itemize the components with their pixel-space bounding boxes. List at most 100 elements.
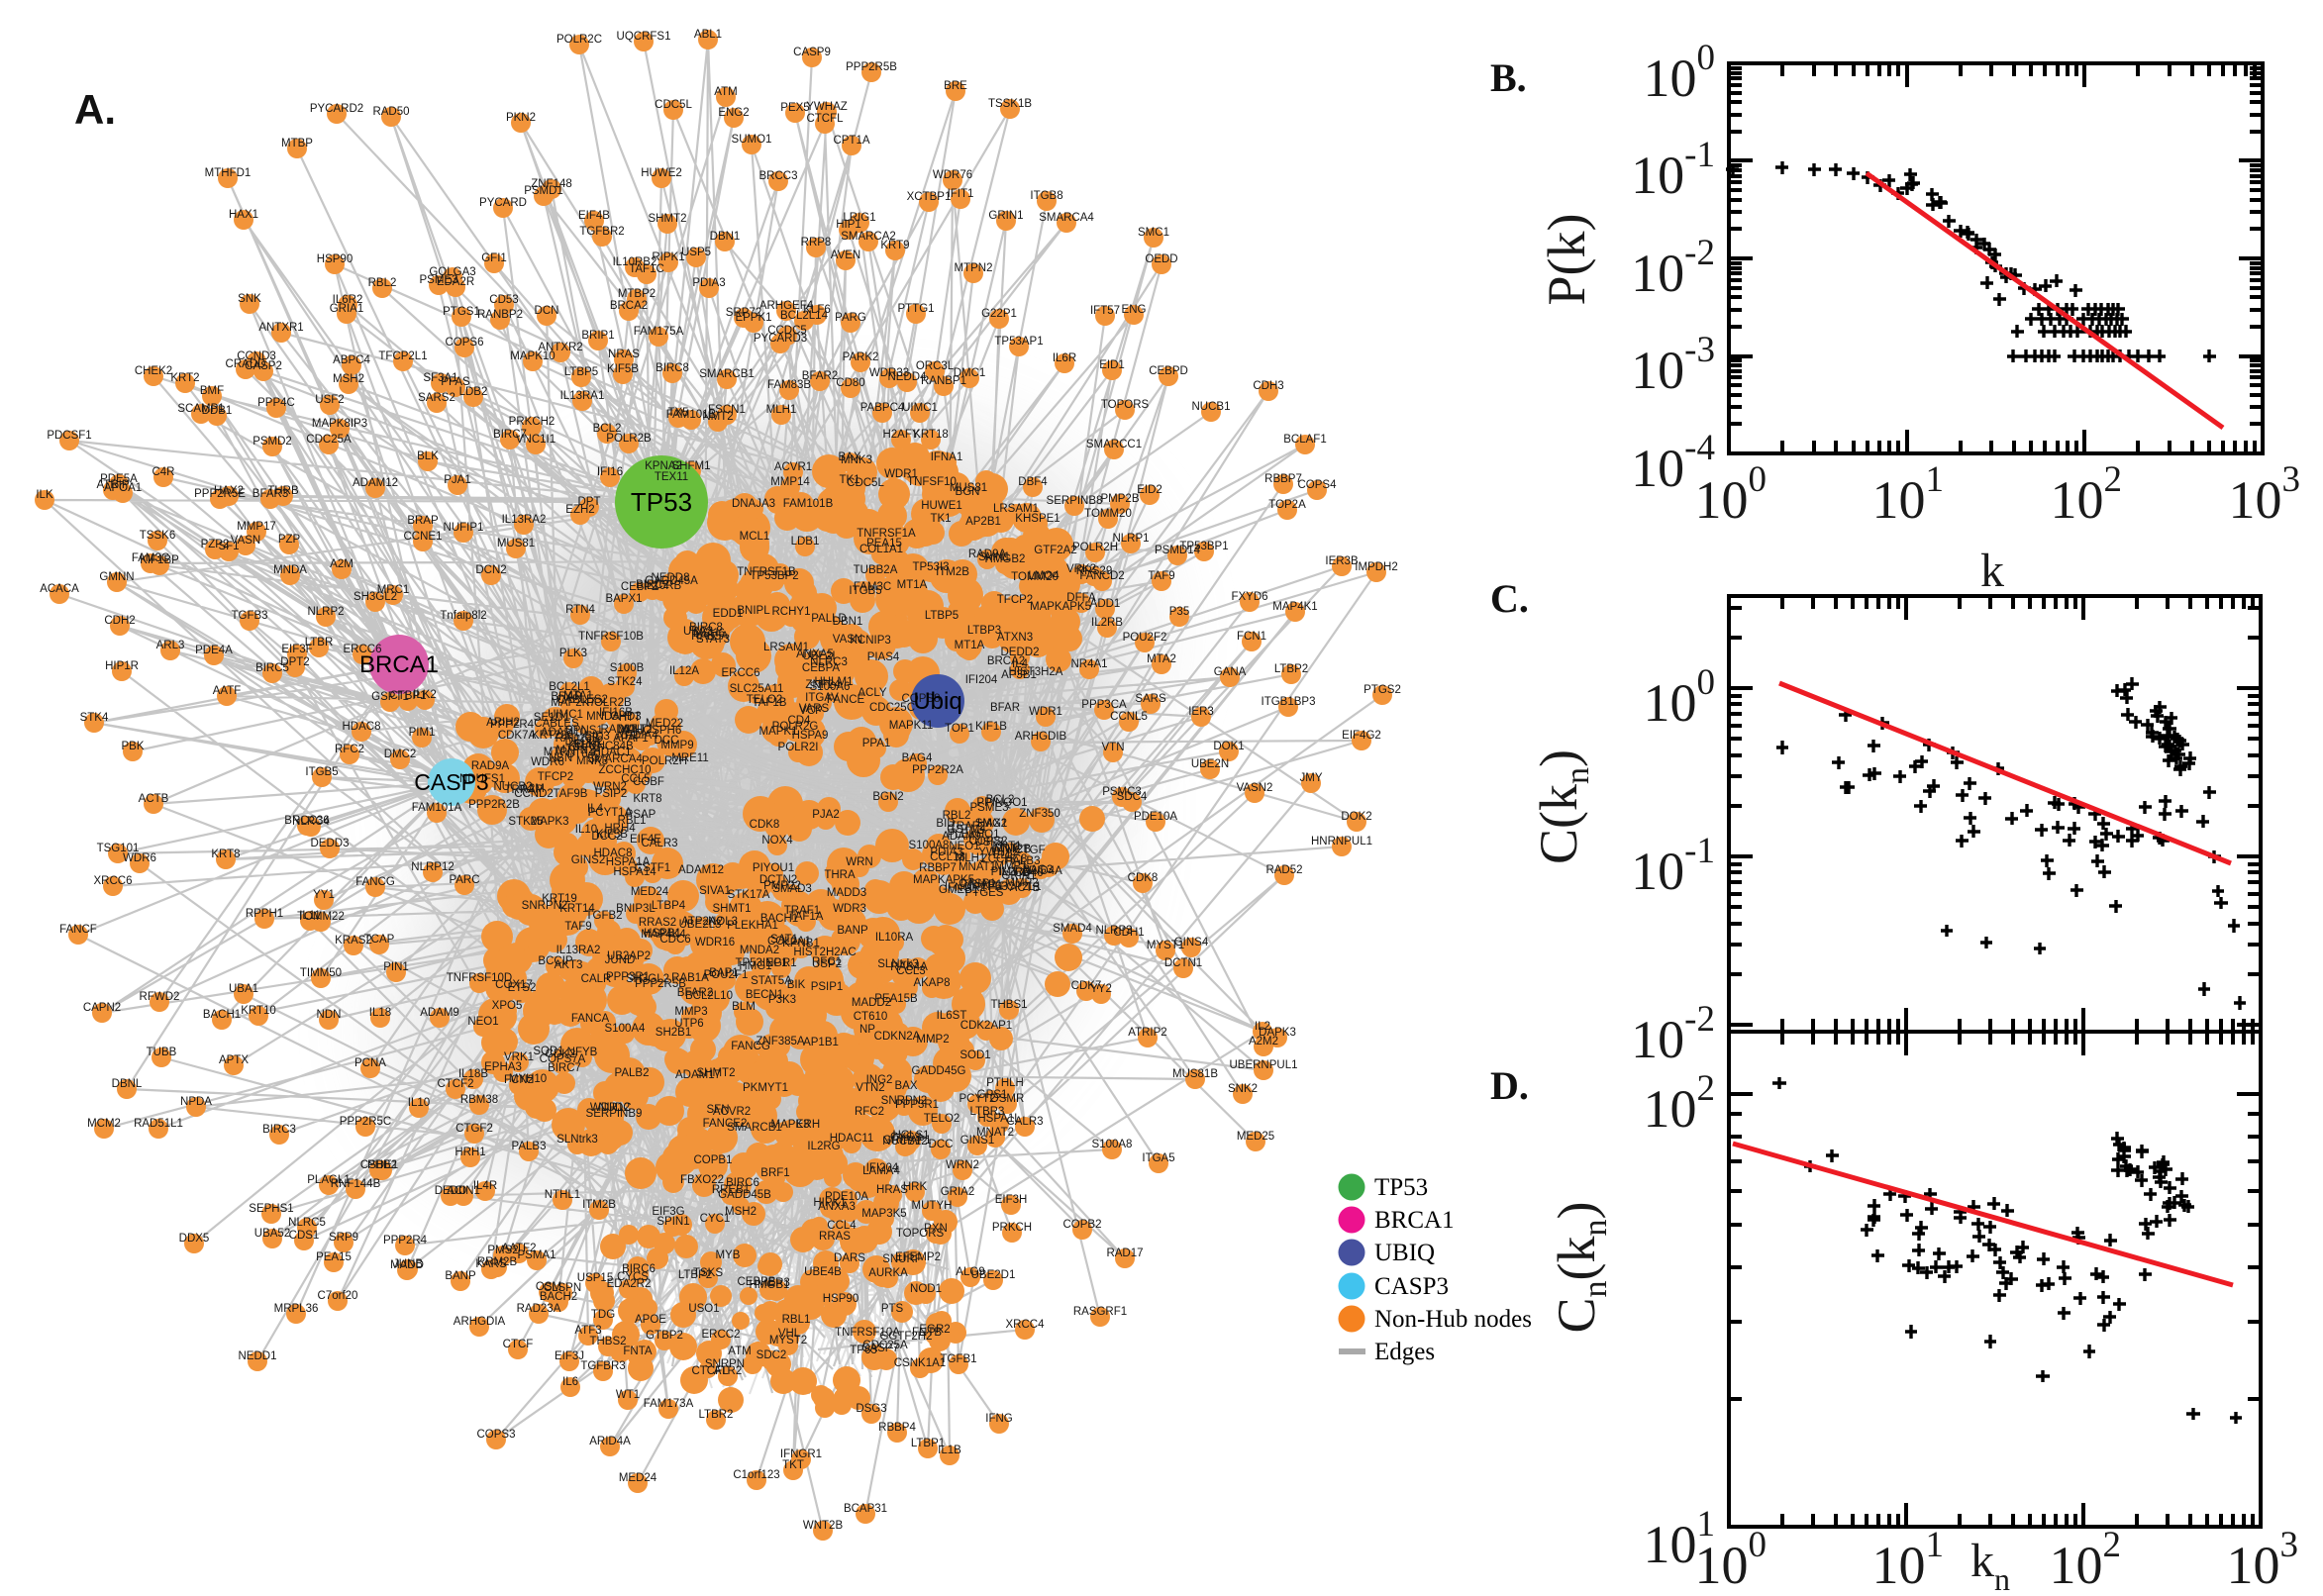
svg-text:PJA1: PJA1 (444, 474, 471, 486)
svg-text:MRC1: MRC1 (377, 584, 410, 596)
svg-text:APAF1: APAF1 (613, 733, 649, 745)
svg-text:FAM101B: FAM101B (666, 409, 717, 421)
svg-text:S100B: S100B (610, 662, 645, 674)
svg-text:IL2RB: IL2RB (999, 866, 1031, 878)
svg-text:HCLS1: HCLS1 (892, 1130, 929, 1142)
svg-text:IL2RG: IL2RG (807, 1141, 840, 1152)
svg-text:SCAMP1: SCAMP1 (177, 403, 224, 415)
svg-text:PHB2: PHB2 (367, 1159, 397, 1171)
svg-text:ILK2: ILK2 (413, 689, 437, 701)
svg-text:TSG101: TSG101 (97, 843, 140, 854)
svg-text:FAM173A: FAM173A (644, 1398, 694, 1410)
svg-text:BFAR2: BFAR2 (677, 987, 713, 999)
svg-text:RAD52: RAD52 (1265, 864, 1302, 876)
svg-text:SHMT2: SHMT2 (649, 213, 687, 225)
svg-text:VASN2: VASN2 (1237, 782, 1273, 794)
svg-text:OEDD: OEDD (1145, 253, 1177, 265)
svg-text:PDCSF1: PDCSF1 (47, 430, 91, 442)
svg-text:BIK: BIK (787, 979, 806, 991)
svg-text:PMS2: PMS2 (487, 1245, 518, 1256)
svg-text:CTCF2: CTCF2 (437, 1078, 473, 1090)
svg-text:NRAS: NRAS (608, 349, 640, 360)
svg-text:IL2: IL2 (1255, 1021, 1270, 1033)
svg-text:COPS6: COPS6 (446, 337, 484, 349)
svg-text:CYC1: CYC1 (700, 1213, 731, 1225)
svg-text:RBL1: RBL1 (618, 815, 647, 827)
svg-text:APTX: APTX (219, 1054, 249, 1066)
svg-text:ILK: ILK (36, 489, 53, 501)
svg-text:CDKN2A: CDKN2A (874, 1031, 921, 1043)
svg-text:LTBP5: LTBP5 (925, 610, 959, 622)
svg-text:NUCB1: NUCB1 (1192, 401, 1231, 413)
svg-text:STK17A: STK17A (728, 889, 770, 901)
svg-text:HDAC8: HDAC8 (594, 848, 633, 859)
svg-text:ORC3L: ORC3L (916, 360, 955, 372)
svg-text:MSH6: MSH6 (693, 628, 725, 640)
svg-text:MAPK1: MAPK1 (759, 726, 798, 738)
svg-text:BACH1: BACH1 (760, 913, 798, 925)
svg-text:ERH: ERH (796, 1119, 820, 1131)
svg-text:UNC84B: UNC84B (588, 741, 634, 752)
svg-text:PLK3: PLK3 (559, 648, 587, 659)
svg-text:PYCARD2: PYCARD2 (310, 103, 363, 115)
svg-text:ACTB: ACTB (1010, 882, 1041, 894)
svg-text:ATP2A2: ATP2A2 (681, 916, 723, 928)
svg-text:FXYD6: FXYD6 (1231, 591, 1267, 603)
svg-text:MAPK8IP3: MAPK8IP3 (312, 418, 367, 430)
svg-text:PSMD1: PSMD1 (524, 185, 563, 197)
svg-text:HIP1R: HIP1R (105, 660, 139, 672)
svg-text:USF2: USF2 (315, 394, 344, 406)
svg-text:ITGB8: ITGB8 (1030, 190, 1062, 202)
svg-text:H2AFY: H2AFY (882, 429, 919, 441)
svg-text:MNDA2: MNDA2 (740, 945, 779, 956)
svg-text:TP53: TP53 (631, 487, 692, 517)
svg-text:SFN: SFN (707, 1104, 730, 1116)
svg-text:ABPC4: ABPC4 (333, 354, 370, 366)
svg-text:PKN2: PKN2 (506, 112, 536, 124)
svg-text:UBA1: UBA1 (229, 983, 258, 995)
svg-text:SNRPN: SNRPN (705, 1358, 745, 1370)
svg-text:EIF4G2: EIF4G2 (1342, 730, 1381, 742)
svg-text:CCNL5: CCNL5 (1110, 711, 1148, 723)
svg-text:RAD17: RAD17 (600, 724, 637, 736)
svg-text:TGFB2: TGFB2 (585, 910, 622, 922)
svg-text:k: k (1980, 545, 2004, 597)
svg-text:SNRPN2: SNRPN2 (881, 1095, 928, 1107)
svg-text:CDK7A: CDK7A (498, 730, 537, 742)
svg-text:ATXN3: ATXN3 (997, 632, 1033, 644)
svg-text:HDAC1: HDAC1 (593, 747, 632, 758)
svg-text:GMEB1: GMEB1 (939, 884, 978, 896)
svg-text:PZP: PZP (278, 534, 301, 546)
svg-text:WDR1: WDR1 (1029, 706, 1062, 718)
svg-text:CASP1: CASP1 (959, 878, 996, 890)
svg-text:TRRAP: TRRAP (505, 784, 544, 796)
svg-text:CEBPZ: CEBPZ (621, 581, 658, 593)
svg-text:RRM2B: RRM2B (477, 1256, 518, 1268)
svg-text:CEBPD: CEBPD (1149, 365, 1188, 377)
svg-text:ZNF385A: ZNF385A (756, 1036, 805, 1047)
svg-text:BRAP: BRAP (551, 691, 582, 703)
svg-text:KRT10: KRT10 (241, 1005, 276, 1017)
svg-text:COPS7A: COPS7A (540, 1053, 586, 1065)
svg-text:KLF6: KLF6 (803, 304, 831, 316)
svg-text:PPP2R5B: PPP2R5B (846, 61, 897, 73)
svg-text:USP5: USP5 (681, 247, 711, 258)
svg-text:SMN1: SMN1 (978, 551, 1010, 563)
svg-text:PPP3R1: PPP3R1 (895, 1099, 939, 1111)
svg-text:VTN: VTN (1102, 742, 1125, 753)
svg-text:PRKCH: PRKCH (992, 1222, 1032, 1234)
svg-text:GADD45B: GADD45B (718, 1189, 771, 1201)
svg-text:TNFRSF10D: TNFRSF10D (447, 972, 512, 984)
svg-text:P3K3: P3K3 (768, 994, 796, 1006)
svg-text:EGR1: EGR1 (765, 957, 796, 969)
svg-text:C7orf20: C7orf20 (318, 1290, 358, 1302)
svg-text:NEDD8: NEDD8 (652, 572, 690, 584)
svg-text:PCNA: PCNA (354, 1057, 386, 1069)
svg-text:DCC: DCC (655, 735, 679, 747)
svg-text:WNT2B: WNT2B (991, 844, 1032, 855)
svg-text:ADD1: ADD1 (1090, 598, 1121, 610)
svg-text:SDC4: SDC4 (1117, 791, 1148, 803)
svg-text:MTPN2: MTPN2 (955, 262, 993, 274)
svg-text:MTBP: MTBP (281, 138, 313, 150)
svg-text:PSMA1: PSMA1 (518, 1249, 556, 1261)
